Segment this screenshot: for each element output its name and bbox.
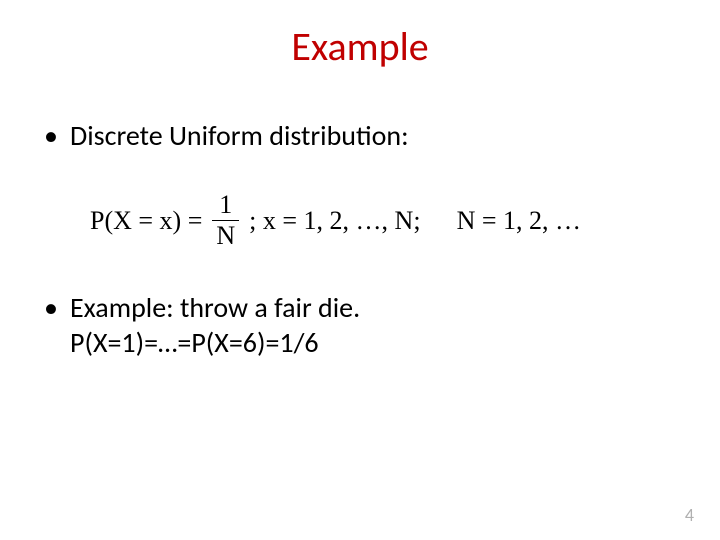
slide-title: Example [0,22,720,71]
formula-domain: ; x = 1, 2, …, N; [249,206,420,236]
page-number: 4 [685,504,694,526]
formula-numerator: 1 [215,192,236,220]
bullet-1-text: Discrete Uniform distribution: [70,118,409,153]
formula-denominator: N [212,220,239,249]
bullet-list-1: Discrete Uniform distribution: [42,118,678,171]
bullet-item-2: Example: throw a fair die. P(X=1)=…=P(X=… [42,290,678,360]
slide: Example Discrete Uniform distribution: P… [0,0,720,540]
formula-lhs: P(X = x) = [90,206,202,236]
formula-param: N = 1, 2, … [457,206,581,236]
bullet-list-2: Example: throw a fair die. P(X=1)=…=P(X=… [42,290,678,378]
bullet-item-1: Discrete Uniform distribution: [42,118,678,153]
bullet-2-line1: Example: throw a fair die. [70,290,360,325]
formula-fraction: 1 N [212,192,239,249]
bullet-2-line2: P(X=1)=…=P(X=6)=1/6 [70,325,678,360]
formula: P(X = x) = 1 N ; x = 1, 2, …, N; N = 1, … [90,192,581,249]
